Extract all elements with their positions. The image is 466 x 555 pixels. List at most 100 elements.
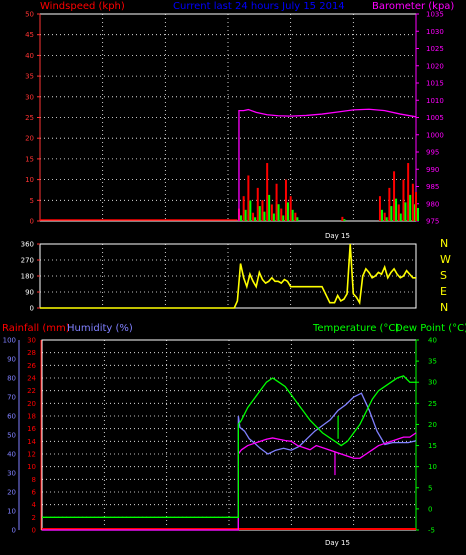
- wind-tick-label: 15: [25, 155, 34, 163]
- wind-gust-bar: [341, 216, 344, 221]
- compass-s: S: [440, 269, 447, 282]
- temperature-tick-label: 20: [428, 421, 437, 429]
- wind-gust-bar: [280, 208, 283, 221]
- wind-average-bar: [268, 194, 271, 221]
- wind-average-bar: [409, 194, 412, 221]
- wind-gust-bar: [415, 192, 417, 221]
- rain-tick-label: 2: [32, 514, 36, 522]
- rain-tick-label: 30: [27, 337, 36, 345]
- rain-tick-label: 10: [27, 463, 36, 471]
- temperature-tick-label: 10: [428, 463, 437, 471]
- direction-tick-label: 360: [21, 241, 34, 249]
- temperature-tick-label: 35: [428, 358, 437, 366]
- compass-n-top: N: [440, 237, 448, 250]
- humidity-tick-label: 20: [7, 489, 16, 497]
- wind-average-bar: [390, 206, 393, 221]
- wind-gust-bar: [247, 175, 250, 221]
- wind-tick-label: 0: [30, 218, 34, 226]
- wind-gust-bar: [256, 187, 259, 221]
- wind-gust-bar: [407, 163, 410, 221]
- wind-tick-label: 10: [25, 176, 34, 184]
- wind-average-bar: [249, 200, 252, 221]
- temperature-tick-label: 40: [428, 337, 437, 345]
- wind-average-bar: [282, 215, 285, 221]
- wind-gust-bar: [252, 212, 255, 221]
- chart-title: Current last 24 hours July 15 2014: [173, 1, 345, 12]
- wind-gust-bar: [242, 196, 245, 221]
- baro-tick-label: 1030: [426, 28, 444, 36]
- wind-average-bar: [380, 209, 383, 221]
- temperature-tick-label: 25: [428, 400, 437, 408]
- wind-average-bar: [413, 204, 416, 221]
- direction-tick-label: 270: [21, 257, 34, 265]
- temperature-tick-label: -5: [428, 527, 435, 535]
- wind-average-bar: [343, 219, 346, 221]
- barometer-line: [238, 108, 417, 221]
- dewpoint-axis-label: Dew Point (°C): [395, 323, 466, 334]
- humidity-axis-label: Humidity (%): [67, 323, 133, 334]
- wind-tick-label: 5: [30, 197, 34, 205]
- baro-tick-label: 1010: [426, 97, 444, 105]
- rain-axis-label: Rainfall (mm): [2, 323, 70, 334]
- direction-tick-label: 0: [30, 305, 34, 313]
- rain-tick-label: 26: [27, 362, 36, 370]
- temperature-tick-label: 5: [428, 484, 432, 492]
- humidity-tick-label: 100: [3, 337, 16, 345]
- wind-tick-label: 45: [25, 31, 34, 39]
- wind-average-bar: [254, 217, 257, 221]
- wind-average-bar: [258, 206, 261, 221]
- wind-axis-label: Windspeed (kph): [40, 1, 125, 12]
- wind-average-bar: [395, 198, 398, 221]
- wind-gust-bar: [294, 212, 297, 221]
- wind-average-bar: [286, 202, 289, 221]
- wind-average-bar: [277, 204, 280, 221]
- rain-tick-label: 24: [27, 375, 36, 383]
- baro-tick-label: 985: [426, 183, 439, 191]
- wind-tick-label: 40: [25, 52, 34, 60]
- compass-labels: N W S E N: [440, 237, 451, 314]
- wind-gust-bar: [388, 187, 391, 221]
- compass-e: E: [440, 285, 447, 298]
- baro-tick-label: 990: [426, 166, 439, 174]
- day-label-top: Day 15: [325, 232, 350, 240]
- wind-gust-bar: [261, 200, 264, 221]
- wind-gust-bar: [275, 183, 278, 221]
- wind-average-bar: [291, 209, 294, 221]
- wind-average-bar: [296, 217, 299, 221]
- baro-tick-label: 1025: [426, 45, 444, 53]
- wind-gust-bar: [284, 179, 287, 221]
- wind-gust-bar: [270, 204, 273, 221]
- wind-average-bar: [399, 213, 402, 221]
- wind-average-bar: [272, 213, 275, 221]
- wind-gust-bar: [393, 171, 396, 221]
- rain-tick-label: 6: [32, 489, 37, 497]
- wind-average-bar: [263, 211, 266, 221]
- temperature-axis-label: Temperature (°C): [312, 323, 399, 334]
- wind-average-bar: [239, 215, 242, 221]
- baro-axis-label: Barometer (kpa): [372, 1, 454, 12]
- temperature-tick-label: 0: [428, 505, 432, 513]
- temperature-tick-label: 15: [428, 442, 437, 450]
- wind-average-bar: [417, 207, 419, 221]
- baro-tick-label: 1005: [426, 114, 444, 122]
- baro-tick-label: 1000: [426, 131, 444, 139]
- wind-tick-label: 50: [25, 11, 34, 19]
- humidity-tick-label: 50: [7, 432, 16, 440]
- wind-tick-label: 35: [25, 73, 34, 81]
- rain-tick-label: 8: [32, 476, 36, 484]
- baro-tick-label: 1020: [426, 62, 444, 70]
- day-label-bottom: Day 15: [325, 539, 350, 547]
- wind-direction-line: [40, 243, 416, 309]
- baro-tick-label: 1035: [426, 11, 444, 19]
- rain-tick-label: 14: [27, 438, 36, 446]
- humidity-tick-label: 60: [7, 413, 16, 421]
- baro-tick-label: 995: [426, 149, 439, 157]
- temperature-line: [42, 375, 416, 518]
- rain-tick-label: 4: [32, 501, 37, 509]
- rain-tick-label: 12: [27, 451, 36, 459]
- wind-average-bar: [385, 217, 388, 221]
- rain-tick-label: 22: [27, 387, 36, 395]
- wind-tick-label: 30: [25, 93, 34, 101]
